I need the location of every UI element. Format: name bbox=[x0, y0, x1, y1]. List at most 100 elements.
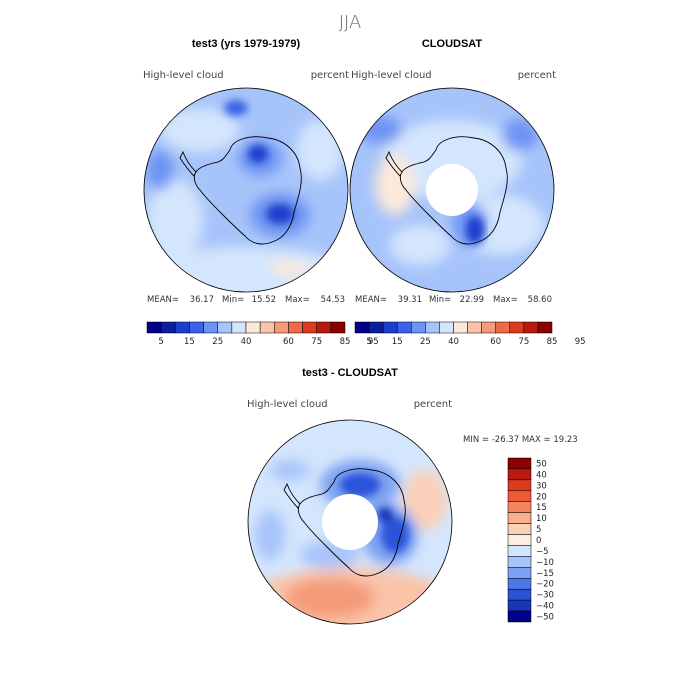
panel1-colorbar-swatch bbox=[245, 321, 261, 334]
diff-colorbar-tick-label: 15 bbox=[536, 503, 547, 513]
panel1-colorbar-tick-label: 40 bbox=[241, 337, 252, 347]
diff-coastline bbox=[283, 468, 406, 577]
diff-colorbar-swatch bbox=[507, 501, 532, 513]
panel1-variable: High-level cloud bbox=[143, 70, 224, 81]
panel2-colorbar-tick-label: 85 bbox=[547, 337, 558, 347]
diff-stats: MIN = -26.37 MAX = 19.23 bbox=[463, 435, 578, 445]
diff-colorbar-tick-label: 40 bbox=[536, 470, 547, 480]
diff-colorbar-swatch bbox=[507, 545, 532, 557]
diff-colorbar-swatch bbox=[507, 534, 532, 546]
panel2-colorbar-swatch bbox=[382, 321, 398, 334]
panel2-map bbox=[350, 88, 554, 292]
panel1-mean-label: MEAN= bbox=[147, 295, 179, 305]
diff-colorbar-tick-label: 50 bbox=[536, 459, 547, 469]
panel2-colorbar-swatch bbox=[411, 321, 426, 334]
panel1-map bbox=[144, 88, 348, 292]
diff-colorbar-tick-label: 30 bbox=[536, 481, 547, 491]
panel2-colorbar-tick-label: 5 bbox=[366, 337, 371, 347]
panel1-colorbar-tick-label: 15 bbox=[184, 337, 195, 347]
panel1-colorbar-swatch bbox=[316, 321, 332, 334]
season-title: JJA bbox=[339, 12, 362, 33]
panel1-mean-value: 36.17 bbox=[190, 295, 214, 305]
panel1-colorbar: 5 15 25 40 60 75 85 95 bbox=[146, 321, 379, 347]
panel2-mean-label: MEAN= bbox=[355, 295, 387, 305]
diff-colorbar-swatch bbox=[507, 567, 532, 579]
diff-colorbar-swatch bbox=[507, 556, 532, 568]
panel2-max-value: 58.60 bbox=[528, 295, 552, 305]
panel1-colorbar-swatch bbox=[146, 321, 162, 334]
panel2-colorbar-tick-label: 40 bbox=[448, 337, 459, 347]
diff-colorbar-tick-label: −50 bbox=[536, 613, 554, 623]
diff-colorbar-tick-label: −30 bbox=[536, 591, 554, 601]
diff-colorbar-swatch bbox=[507, 490, 532, 502]
panel1-colorbar-tick-label: 85 bbox=[340, 337, 351, 347]
diff-colorbar-swatch bbox=[507, 578, 532, 590]
panel1-colorbar-swatch bbox=[231, 321, 247, 334]
panel2-colorbar-swatch bbox=[523, 321, 539, 334]
panel2-colorbar-swatch bbox=[354, 321, 370, 334]
diff-boundary bbox=[247, 419, 453, 625]
panel1-colorbar-swatch bbox=[288, 321, 303, 334]
panel2-stats: MEAN= 39.31 Min= 22.99 Max= 58.60 bbox=[355, 295, 552, 305]
diff-colorbar-swatch bbox=[507, 523, 532, 535]
panel2-colorbar-swatch bbox=[467, 321, 482, 334]
diff-colorbar-tick-label: 10 bbox=[536, 514, 547, 524]
panel2-colorbar: 5 15 25 40 60 75 85 95 bbox=[354, 321, 586, 347]
panel1-colorbar-tick-label: 75 bbox=[311, 337, 322, 347]
panel1-colorbar-tick-label: 95 bbox=[368, 337, 379, 347]
panel2-colorbar-swatch bbox=[495, 321, 511, 334]
panel2-min-value: 22.99 bbox=[460, 295, 484, 305]
panel1-stats: MEAN= 36.17 Min= 15.52 Max= 54.53 bbox=[147, 295, 345, 305]
diff-colorbar-swatch bbox=[507, 457, 532, 470]
diff-colorbar-swatch bbox=[507, 599, 532, 612]
diff-colorbar-tick-label: 5 bbox=[536, 525, 541, 535]
panel2-colorbar-swatch bbox=[537, 321, 553, 334]
panel1-colorbar-swatch bbox=[160, 321, 176, 334]
diff-colorbar-tick-label: −5 bbox=[536, 547, 549, 557]
panel2-variable: High-level cloud bbox=[351, 70, 432, 81]
diff-colorbar-swatch bbox=[507, 468, 532, 481]
diff-variable: High-level cloud bbox=[247, 399, 328, 410]
panel1-colorbar-tick-label: 60 bbox=[283, 337, 294, 347]
diff-colorbar-swatch bbox=[507, 588, 532, 601]
panel2-max-label: Max= bbox=[493, 295, 518, 305]
panel2-colorbar-tick-label: 95 bbox=[575, 337, 586, 347]
panel2-colorbar-swatch bbox=[396, 321, 412, 334]
panel1-colorbar-swatch bbox=[302, 321, 317, 334]
panel1-coastline bbox=[179, 136, 302, 245]
panel1-min-value: 15.52 bbox=[252, 295, 276, 305]
panel2-colorbar-tick-label: 60 bbox=[490, 337, 501, 347]
panel1-colorbar-swatch bbox=[217, 321, 233, 334]
panel1-boundary bbox=[143, 87, 349, 293]
diff-colorbar-tick-label: −40 bbox=[536, 602, 554, 612]
diff-title: test3 - CLOUDSAT bbox=[302, 367, 398, 379]
panel2-colorbar-tick-label: 25 bbox=[420, 337, 431, 347]
panel2-colorbar-tick-label: 15 bbox=[392, 337, 403, 347]
panel1-colorbar-swatch bbox=[259, 321, 275, 334]
diff-colorbar-tick-label: −20 bbox=[536, 580, 554, 590]
panel2-colorbar-swatch bbox=[425, 321, 440, 334]
diff-colorbar-swatch bbox=[507, 512, 532, 524]
panel2-title: CLOUDSAT bbox=[422, 38, 483, 50]
panel2-colorbar-swatch bbox=[509, 321, 525, 334]
panel2-colorbar-tick-label: 75 bbox=[518, 337, 529, 347]
panel2-colorbar-swatch bbox=[368, 321, 384, 334]
panel1-colorbar-swatch bbox=[189, 321, 204, 334]
panel1-title: test3 (yrs 1979-1979) bbox=[192, 38, 301, 50]
diff-colorbar-tick-label: −10 bbox=[536, 558, 554, 568]
panel1-colorbar-swatch bbox=[203, 321, 218, 334]
panel1-units: percent bbox=[311, 70, 349, 81]
panel1-colorbar-swatch bbox=[330, 321, 346, 334]
panel1-colorbar-tick-label: 5 bbox=[158, 337, 163, 347]
diff-map bbox=[248, 420, 452, 624]
panel1-min-label: Min= bbox=[222, 295, 244, 305]
panel1-max-value: 54.53 bbox=[321, 295, 345, 305]
diff-units: percent bbox=[414, 399, 452, 410]
diff-colorbar-tick-label: 20 bbox=[536, 492, 547, 502]
panel2-min-label: Min= bbox=[429, 295, 451, 305]
diff-colorbar-tick-label: −15 bbox=[536, 569, 554, 579]
panel1-colorbar-swatch bbox=[274, 321, 289, 334]
panel2-boundary bbox=[349, 87, 555, 293]
